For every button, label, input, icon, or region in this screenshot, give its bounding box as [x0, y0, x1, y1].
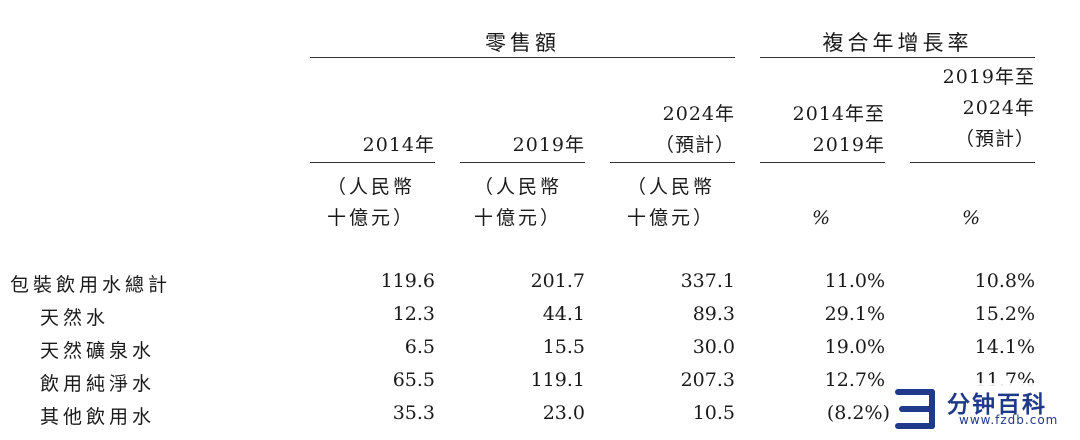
cell-value: (8.2%) — [826, 402, 890, 424]
cell-value: 119.6 — [380, 270, 435, 292]
cell-value: 207.3 — [680, 369, 735, 391]
cell-value: 11.0% — [824, 270, 885, 292]
row-label: 其他飲用水 — [40, 406, 156, 428]
column-header-2014: 2014年 — [362, 134, 435, 156]
column-header-2019: 2019年 — [512, 134, 585, 156]
column-header-cagr-2019-2024e: 2019年至 2024年 （預計） — [942, 66, 1035, 150]
column-header-2024e: 2024年 （預計） — [654, 103, 735, 156]
watermark: 分钟百科 www.fzdb.com — [895, 383, 1075, 435]
column-rule-cagr-2019-2024e — [910, 162, 1035, 163]
column-rule-cagr-2014-2019 — [760, 162, 885, 163]
cell-value: 15.2% — [974, 303, 1035, 325]
cell-value: 15.5 — [542, 336, 585, 358]
group-rule-retail — [310, 57, 735, 58]
column-rule-2024e — [610, 162, 735, 163]
cell-value: 12.3 — [392, 303, 435, 325]
cell-value: 12.7% — [824, 369, 885, 391]
unit-2014: （人民幣 十億元） — [327, 176, 416, 229]
cell-value: 35.3 — [392, 402, 435, 424]
cell-value: 89.3 — [692, 303, 735, 325]
column-rule-2014 — [310, 162, 435, 163]
cell-value: 44.1 — [542, 303, 585, 325]
row-label: 天然礦泉水 — [40, 340, 156, 362]
watermark-url: www.fzdb.com — [959, 413, 1059, 427]
cell-value: 29.1% — [824, 303, 885, 325]
cell-value: 10.8% — [974, 270, 1035, 292]
fzdb-logo-icon — [895, 387, 941, 431]
cell-value: 201.7 — [530, 270, 585, 292]
group-header-retail-sales: 零售額 — [485, 31, 560, 55]
column-rule-2019 — [460, 162, 585, 163]
cell-value: 19.0% — [824, 336, 885, 358]
watermark-text: 分钟百科 — [947, 392, 1047, 418]
cell-value: 65.5 — [392, 369, 435, 391]
cell-value: 14.1% — [974, 336, 1035, 358]
row-label: 飲用純淨水 — [40, 373, 156, 395]
unit-2024e: （人民幣 十億元） — [627, 176, 716, 229]
column-header-cagr-2014-2019: 2014年至 2019年 — [792, 103, 885, 156]
unit-2019: （人民幣 十億元） — [474, 176, 563, 229]
cell-value: 119.1 — [530, 369, 585, 391]
group-rule-cagr — [760, 57, 1035, 58]
cell-value: 30.0 — [692, 336, 735, 358]
cell-value: 23.0 — [542, 402, 585, 424]
unit-cagr-2014-2019: % — [812, 207, 831, 229]
row-label: 天然水 — [40, 307, 110, 329]
cell-value: 337.1 — [680, 270, 735, 292]
group-header-cagr: 複合年增長率 — [822, 31, 973, 55]
unit-cagr-2019-2024e: % — [962, 207, 981, 229]
row-label: 包裝飲用水總計 — [10, 274, 172, 296]
cell-value: 10.5 — [692, 402, 735, 424]
cell-value: 6.5 — [404, 336, 435, 358]
